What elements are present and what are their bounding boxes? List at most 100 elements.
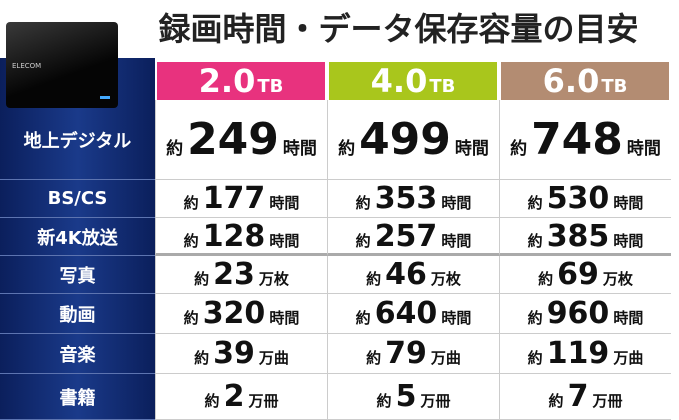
cell: 約 23 万枚 xyxy=(155,256,327,294)
capacity-unit: TB xyxy=(601,76,628,97)
cell: 約 748 時間 xyxy=(499,100,671,180)
unit: 万枚 xyxy=(430,270,461,288)
value: 748 xyxy=(531,114,623,165)
unit: 万曲 xyxy=(430,349,461,367)
unit: 時間 xyxy=(613,194,644,212)
prefix: 約 xyxy=(366,270,382,288)
value: 5 xyxy=(395,379,417,414)
prefix: 約 xyxy=(527,194,543,212)
unit: 時間 xyxy=(269,194,300,212)
cell: 約 385 時間 xyxy=(499,218,671,256)
unit: 時間 xyxy=(626,139,661,159)
column-header: 2.0 TB xyxy=(157,62,325,100)
cell: 約 499 時間 xyxy=(327,100,499,180)
hdd-icon xyxy=(6,22,118,108)
capacity: 6.0 xyxy=(542,62,600,100)
value: 320 xyxy=(202,296,266,331)
row-label: BS/CS xyxy=(0,180,155,218)
value: 39 xyxy=(213,336,255,371)
prefix: 約 xyxy=(355,232,371,250)
unit: 万枚 xyxy=(602,270,633,288)
value: 177 xyxy=(202,181,266,216)
prefix: 約 xyxy=(194,349,210,367)
prefix: 約 xyxy=(338,139,356,159)
prefix: 約 xyxy=(183,194,199,212)
prefix: 約 xyxy=(183,232,199,250)
unit: 時間 xyxy=(454,139,489,159)
cell: 約 46 万枚 xyxy=(327,256,499,294)
capacity: 4.0 xyxy=(370,62,428,100)
unit: 時間 xyxy=(613,309,644,327)
cell: 約 530 時間 xyxy=(499,180,671,218)
value: 69 xyxy=(557,257,599,292)
value: 128 xyxy=(202,219,266,254)
prefix: 約 xyxy=(548,392,564,410)
unit: 時間 xyxy=(441,194,472,212)
unit: 時間 xyxy=(269,309,300,327)
prefix: 約 xyxy=(366,349,382,367)
value: 79 xyxy=(385,336,427,371)
unit: 時間 xyxy=(441,309,472,327)
unit: 万冊 xyxy=(248,392,279,410)
unit: 万曲 xyxy=(258,349,289,367)
value: 530 xyxy=(546,181,610,216)
unit: 万冊 xyxy=(592,392,623,410)
value: 257 xyxy=(374,219,438,254)
unit: 時間 xyxy=(269,232,300,250)
unit: 時間 xyxy=(613,232,644,250)
cell: 約 353 時間 xyxy=(327,180,499,218)
prefix: 約 xyxy=(183,309,199,327)
capacity: 2.0 xyxy=(198,62,256,100)
unit: 万冊 xyxy=(420,392,451,410)
value: 249 xyxy=(187,114,279,165)
value: 2 xyxy=(223,379,245,414)
prefix: 約 xyxy=(204,392,220,410)
prefix: 約 xyxy=(166,139,184,159)
cell: 約 257 時間 xyxy=(327,218,499,256)
row-label: 地上デジタル xyxy=(0,100,155,180)
value: 499 xyxy=(359,114,451,165)
value: 23 xyxy=(213,257,255,292)
capacity-unit: TB xyxy=(429,76,456,97)
prefix: 約 xyxy=(194,270,210,288)
prefix: 約 xyxy=(355,194,371,212)
unit: 万枚 xyxy=(258,270,289,288)
value: 385 xyxy=(546,219,610,254)
value: 46 xyxy=(385,257,427,292)
cell: 約 640 時間 xyxy=(327,294,499,334)
prefix: 約 xyxy=(527,309,543,327)
unit: 時間 xyxy=(441,232,472,250)
row-label: 書籍 xyxy=(0,374,155,420)
cell: 約 960 時間 xyxy=(499,294,671,334)
unit: 万曲 xyxy=(613,349,644,367)
cell: 約 249 時間 xyxy=(155,100,327,180)
cell: 約 79 万曲 xyxy=(327,334,499,374)
cell: 約 5 万冊 xyxy=(327,374,499,420)
cell: 約 2 万冊 xyxy=(155,374,327,420)
column-header: 6.0 TB xyxy=(501,62,669,100)
value: 640 xyxy=(374,296,438,331)
title: 録画時間・データ保存容量の目安 xyxy=(158,10,639,48)
row-label: 写真 xyxy=(0,256,155,294)
row-label: 動画 xyxy=(0,294,155,334)
value: 960 xyxy=(546,296,610,331)
cell: 約 69 万枚 xyxy=(499,256,671,294)
value: 353 xyxy=(374,181,438,216)
left-column xyxy=(0,58,155,420)
prefix: 約 xyxy=(510,139,528,159)
prefix: 約 xyxy=(527,232,543,250)
prefix: 約 xyxy=(355,309,371,327)
prefix: 約 xyxy=(376,392,392,410)
device-label: ELECOM xyxy=(12,62,42,70)
prefix: 約 xyxy=(538,270,554,288)
value: 7 xyxy=(567,379,589,414)
cell: 約 128 時間 xyxy=(155,218,327,256)
value: 119 xyxy=(546,336,610,371)
row-label: 新4K放送 xyxy=(0,218,155,256)
cell: 約 119 万曲 xyxy=(499,334,671,374)
column-header: 4.0 TB xyxy=(329,62,497,100)
cell: 約 7 万冊 xyxy=(499,374,671,420)
unit: 時間 xyxy=(282,139,317,159)
prefix: 約 xyxy=(527,349,543,367)
